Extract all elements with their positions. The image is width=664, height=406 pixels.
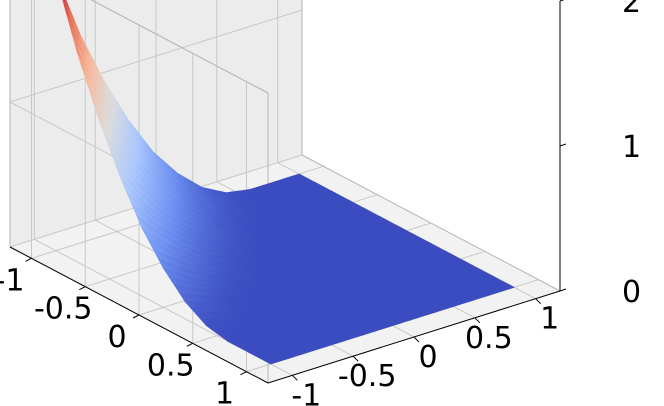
tick-labels: -1 -0.5 0 0.5 1 -1 -0.5 0 0.5 1 0 1 2 <box>0 0 641 406</box>
z-tick-mark <box>559 143 567 147</box>
y-tick-label: 0 <box>107 320 126 355</box>
y-tick-mark <box>25 257 32 262</box>
y-tick-mark <box>132 314 140 319</box>
x-tick-label: 0 <box>418 340 437 375</box>
y-tick-label: 1 <box>215 377 234 406</box>
y-tick-label: 0.5 <box>147 348 195 383</box>
x-tick-mark <box>291 374 298 381</box>
x-tick-mark <box>413 336 420 343</box>
y-tick-mark <box>240 371 247 376</box>
y-tick-label: -0.5 <box>34 292 93 327</box>
x-tick-mark <box>352 355 359 362</box>
z-tick-mark <box>559 0 565 2</box>
surface-mesh <box>62 0 515 365</box>
z-tick-label: 2 <box>622 0 641 20</box>
grid-line <box>9 9 303 103</box>
pane-edge <box>301 154 561 292</box>
y-tick-mark <box>186 342 193 347</box>
x-tick-mark <box>474 317 481 324</box>
x-tick-label: 1 <box>540 302 559 337</box>
y-tick-mark <box>79 286 86 291</box>
tick-marks <box>25 0 567 381</box>
z-tick-label: 1 <box>622 130 641 165</box>
x-tick-label: 0.5 <box>465 321 513 356</box>
z-tick-mark <box>559 288 567 292</box>
x-tick-label: -1 <box>291 378 321 406</box>
surface-patch <box>501 284 515 290</box>
y-tick-label: -1 <box>0 263 24 298</box>
x-tick-mark <box>535 298 542 305</box>
pane-edge <box>90 0 269 94</box>
x-tick-label: -0.5 <box>338 359 397 394</box>
z-tick-label: 0 <box>622 275 641 310</box>
